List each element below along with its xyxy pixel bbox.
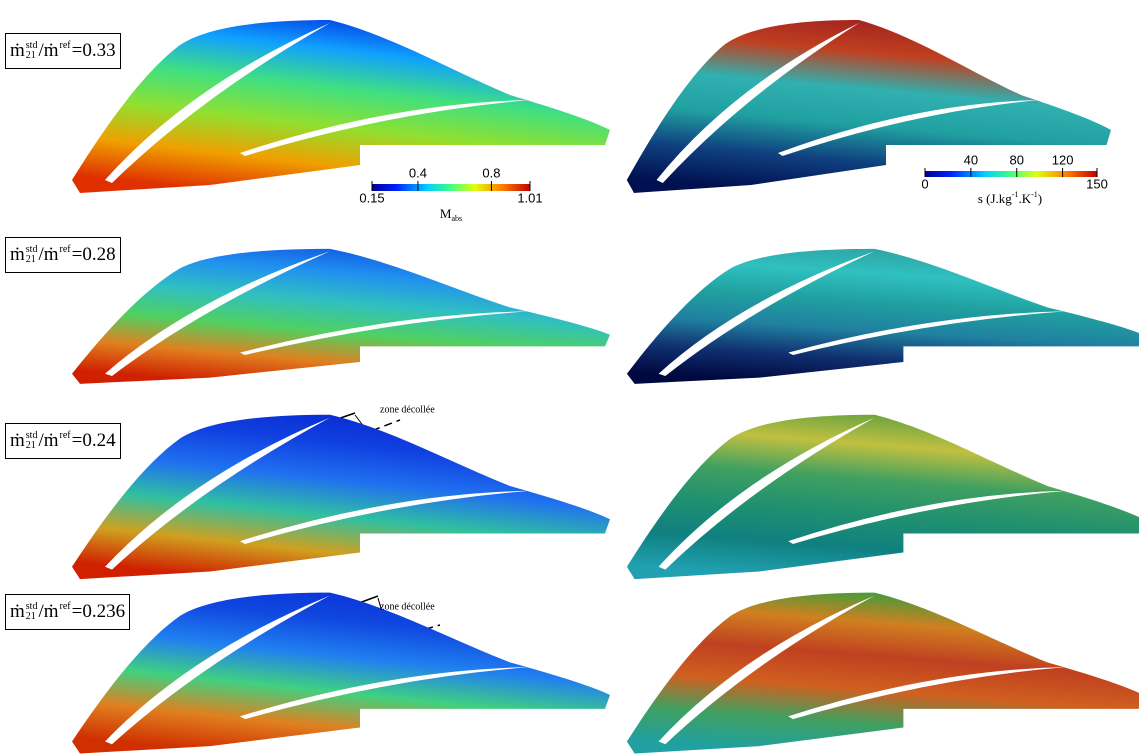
script: std 21 [26, 431, 38, 451]
label-part: 21 [25, 440, 36, 451]
ratio-label: ṁ std 21/ṁ ref =0.28 [5, 237, 121, 273]
colorbar [372, 184, 530, 191]
label-part: std [25, 430, 38, 441]
blade-passage [72, 248, 610, 384]
entropy-contour [626, 20, 1111, 193]
script: ref [60, 245, 71, 255]
mach-contour [72, 248, 610, 384]
label-part: s (J.kg [978, 191, 1012, 206]
colorbar-tick-label: 0.4 [409, 165, 427, 180]
mach-contour [72, 414, 610, 580]
label-part: ṁ [10, 430, 25, 451]
label-part: ṁ [43, 601, 59, 622]
script: std 21 [26, 41, 38, 61]
entropy-contour [626, 414, 1139, 580]
label-part: .K [1018, 191, 1031, 206]
label-part: M [440, 206, 452, 221]
blade-passage [72, 414, 610, 580]
label-part: 21 [25, 611, 36, 622]
label-part: 21 [25, 254, 36, 265]
annotation: zone décollée [380, 404, 435, 415]
mach-contour [72, 20, 610, 193]
script: ref [60, 602, 71, 612]
colorbar-tick-label: 120 [1052, 152, 1074, 167]
entropy-contour [626, 592, 1139, 754]
label-part: ṁ [10, 601, 25, 622]
label-part: std [25, 601, 38, 612]
label-part: / [38, 430, 44, 451]
script: std 21 [26, 602, 38, 622]
label-part: =0.24 [71, 430, 116, 451]
label-part: std [25, 40, 38, 51]
label-part: =0.28 [71, 244, 116, 265]
label-part: ) [1038, 191, 1042, 206]
label-part: =0.33 [71, 40, 116, 61]
blade-passage [72, 20, 610, 193]
ratio-label: ṁ std 21/ṁ ref =0.236 [5, 594, 131, 630]
label-part: std [25, 244, 38, 255]
colorbar-tick-label: 0.8 [482, 165, 500, 180]
label-part: =0.236 [71, 601, 126, 622]
label-part: ṁ [43, 40, 59, 61]
colorbar-tick-label: 40 [964, 152, 978, 167]
colorbar [925, 171, 1097, 177]
annotation: zone décollée [380, 601, 435, 612]
label-part: ref [59, 40, 71, 51]
colorbar-label: Mabs [440, 206, 462, 223]
label-part: ref [59, 430, 71, 441]
label-part: ṁ [10, 40, 25, 61]
label-part: ref [59, 244, 71, 255]
blade-passage [626, 20, 1111, 193]
mach-contour [72, 592, 610, 754]
label-part: -1 [1031, 190, 1038, 199]
colorbar-tick-label: 80 [1009, 152, 1023, 167]
label-part: -1 [1012, 190, 1019, 199]
label-part: / [38, 244, 44, 265]
script: ref [60, 41, 71, 51]
script: std 21 [26, 245, 38, 265]
blade-passage [626, 414, 1139, 580]
ratio-label: ṁ std 21/ṁ ref =0.24 [5, 423, 121, 459]
colorbar-tick-label: 150 [1086, 176, 1108, 191]
entropy-contour [626, 248, 1139, 384]
blade-passage [72, 592, 610, 754]
label-part: ṁ [43, 430, 59, 451]
colorbar-tick-label: 1.01 [517, 190, 542, 205]
colorbar-label: s (J.kg-1.K-1) [978, 190, 1042, 206]
label-part: / [38, 601, 44, 622]
script: ref [60, 431, 71, 441]
label-part: ṁ [10, 244, 25, 265]
ratio-label: ṁ std 21/ṁ ref =0.33 [5, 33, 121, 69]
label-part: ref [59, 601, 71, 612]
blade-passage [626, 592, 1139, 754]
colorbar-tick-label: 0 [921, 176, 928, 191]
label-part: / [38, 40, 44, 61]
label-part: 21 [25, 50, 36, 61]
label-part: abs [451, 214, 462, 223]
blade-passage [626, 248, 1139, 384]
colorbar-tick-label: 0.15 [359, 190, 384, 205]
label-part: ṁ [43, 244, 59, 265]
